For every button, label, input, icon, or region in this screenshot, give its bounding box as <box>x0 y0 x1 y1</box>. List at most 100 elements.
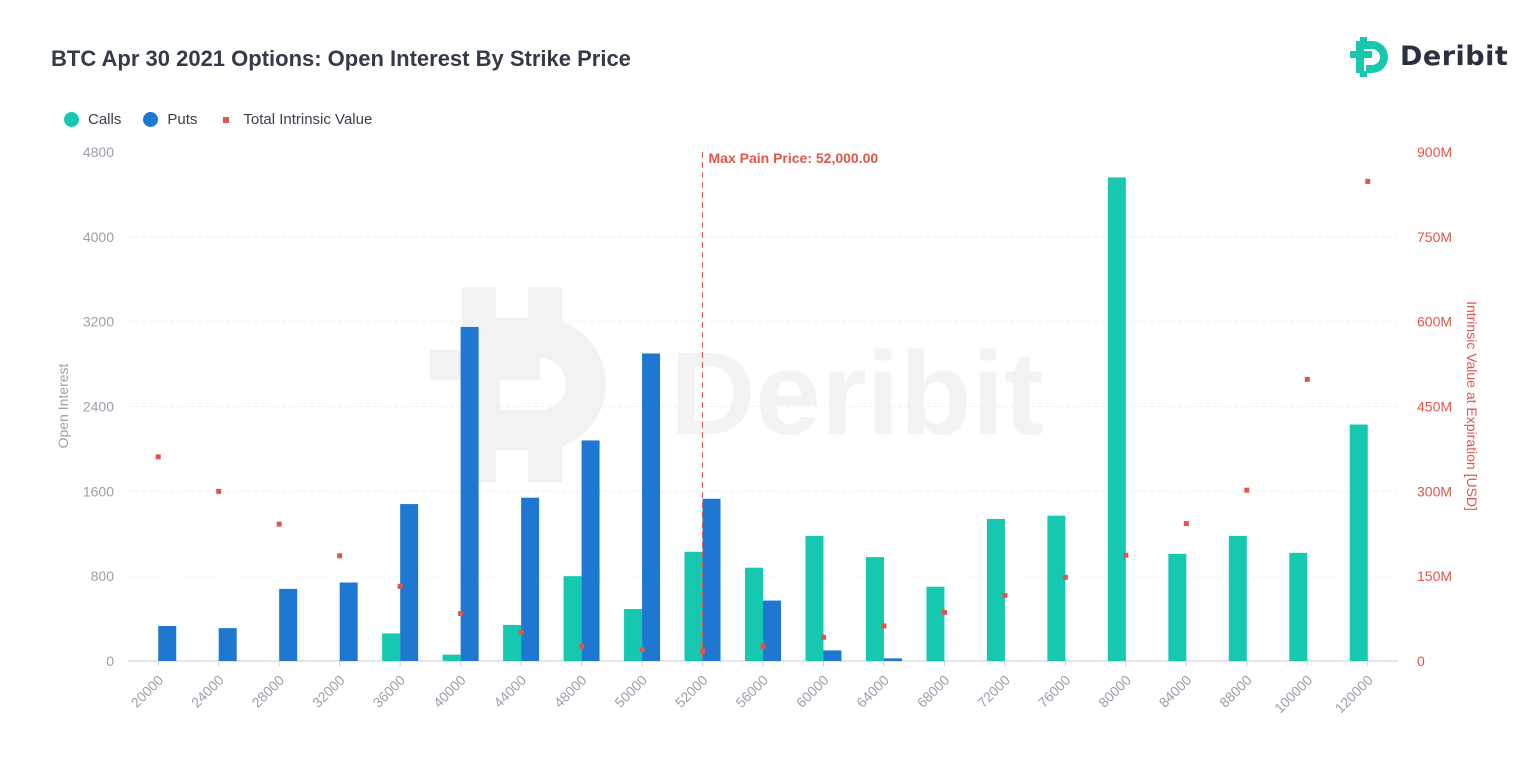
x-tick-label: 40000 <box>430 672 469 711</box>
calls-bar <box>503 624 522 661</box>
x-tick-label: 84000 <box>1156 672 1195 711</box>
puts-bar <box>279 588 298 661</box>
chart-legend: Calls Puts Total Intrinsic Value <box>64 111 394 128</box>
intrinsic-value-point <box>1244 487 1250 493</box>
intrinsic-value-point <box>579 643 585 649</box>
left-tick-label: 800 <box>91 568 115 584</box>
right-tick-label: 600M <box>1417 314 1452 330</box>
calls-bar <box>624 609 643 661</box>
intrinsic-value-point <box>639 647 645 653</box>
calls-bar <box>1349 424 1368 661</box>
intrinsic-value-point <box>1183 521 1189 527</box>
x-tick-label: 24000 <box>188 672 227 711</box>
puts-bar <box>158 626 177 661</box>
calls-bar <box>1289 552 1308 661</box>
intrinsic-value-point <box>337 553 343 559</box>
legend-item-puts[interactable]: Puts <box>143 111 197 128</box>
intrinsic-value-point <box>1365 178 1371 184</box>
intrinsic-value-point <box>820 634 826 640</box>
puts-bar <box>823 650 842 661</box>
intrinsic-value-point <box>881 623 887 629</box>
right-tick-label: 150M <box>1417 568 1452 584</box>
intrinsic-value-point <box>760 643 766 649</box>
left-tick-label: 2400 <box>83 399 114 415</box>
intrinsic-value-point <box>1123 552 1129 558</box>
right-axis-label: Intrinsic Value at Expiration [USD] <box>1464 301 1480 511</box>
deribit-logo-icon <box>1350 37 1388 77</box>
left-tick-label: 1600 <box>83 483 114 499</box>
calls-bar <box>926 586 945 661</box>
calls-bar <box>382 633 401 661</box>
puts-bar <box>763 600 781 661</box>
right-tick-label: 750M <box>1417 229 1452 245</box>
x-tick-label: 64000 <box>853 672 892 711</box>
right-tick-label: 900M <box>1417 144 1452 160</box>
calls-bar <box>986 518 1005 661</box>
left-tick-label: 4000 <box>83 229 114 245</box>
calls-bar <box>563 576 582 661</box>
x-tick-label: 56000 <box>732 672 771 711</box>
calls-bar <box>1228 535 1247 661</box>
x-tick-label: 88000 <box>1216 672 1255 711</box>
intrinsic-points <box>155 178 1371 654</box>
bars <box>158 177 1368 661</box>
x-tick-label: 60000 <box>793 672 832 711</box>
intrinsic-value-point <box>397 583 403 589</box>
intrinsic-value-point <box>458 610 464 616</box>
max-pain-label: Max Pain Price: 52,000.00 <box>709 150 879 166</box>
deribit-logo: Deribit <box>1350 37 1508 79</box>
left-tick-label: 4800 <box>83 144 114 160</box>
x-tick-label: 68000 <box>914 672 953 711</box>
intrinsic-value-point <box>216 488 222 494</box>
logo-text: Deribit <box>1400 41 1509 72</box>
legend-calls-swatch <box>64 112 79 127</box>
puts-bar <box>339 582 358 661</box>
intrinsic-value-point <box>700 648 706 654</box>
puts-bar <box>883 658 902 661</box>
x-tick-label: 28000 <box>248 672 287 711</box>
legend-puts-swatch <box>143 112 159 127</box>
x-tick-label: 36000 <box>369 672 408 711</box>
calls-bar <box>1047 515 1066 661</box>
puts-bar <box>581 440 600 661</box>
x-tick-label: 48000 <box>551 672 590 711</box>
calls-bar <box>745 567 763 661</box>
x-tick-label: 76000 <box>1035 672 1074 711</box>
intrinsic-value-point <box>155 454 161 460</box>
calls-bar <box>1168 553 1187 661</box>
watermark-text: Deribit <box>670 328 1044 460</box>
puts-bar <box>702 498 721 661</box>
left-tick-label: 3200 <box>83 314 114 330</box>
legend-item-calls[interactable]: Calls <box>64 111 121 128</box>
puts-bar <box>642 353 661 661</box>
intrinsic-value-point <box>518 629 524 635</box>
intrinsic-value-point <box>1002 592 1008 598</box>
intrinsic-value-point <box>941 609 947 615</box>
legend-item-intrinsic[interactable]: Total Intrinsic Value <box>219 111 372 128</box>
x-tick-label: 52000 <box>672 672 711 711</box>
puts-bar <box>521 497 540 661</box>
x-tick-label: 120000 <box>1332 672 1376 716</box>
watermark-logo <box>430 287 606 482</box>
x-tick-label: 72000 <box>974 672 1013 711</box>
right-tick-label: 0 <box>1417 653 1425 669</box>
legend-intrinsic-swatch <box>223 116 230 123</box>
left-tick-label: 0 <box>106 653 114 669</box>
intrinsic-value-point <box>1062 574 1068 580</box>
legend-puts-label: Puts <box>167 111 198 128</box>
puts-bar <box>400 504 419 661</box>
left-axis-label: Open Interest <box>55 363 71 448</box>
legend-intrinsic-label: Total Intrinsic Value <box>243 111 373 128</box>
legend-calls-label: Calls <box>88 111 122 128</box>
calls-bar <box>442 654 461 661</box>
x-tick-label: 50000 <box>611 672 650 711</box>
x-tick-label: 44000 <box>490 672 529 711</box>
puts-bar <box>218 628 237 661</box>
puts-bar <box>460 326 479 661</box>
calls-bar <box>1107 177 1126 661</box>
intrinsic-value-point <box>276 521 282 527</box>
chart-title: BTC Apr 30 2021 Options: Open Interest B… <box>51 46 631 71</box>
calls-bar <box>805 535 824 661</box>
calls-bar <box>865 557 884 661</box>
